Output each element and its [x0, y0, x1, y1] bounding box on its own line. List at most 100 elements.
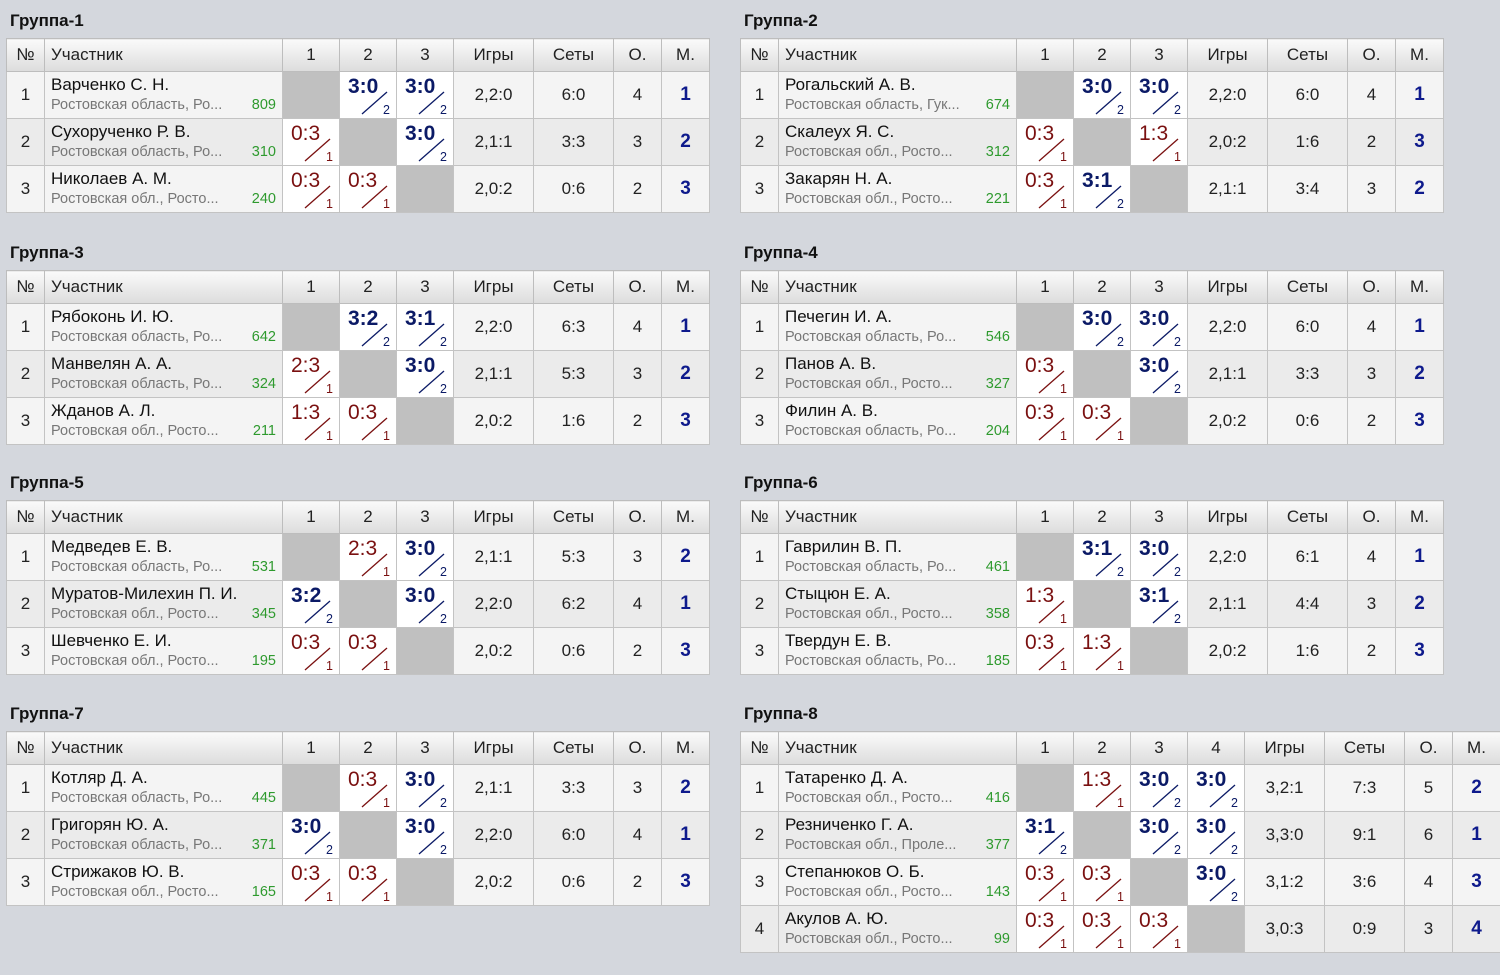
games-value: 3,1:2	[1244, 858, 1325, 906]
match-result[interactable]: 0:3 1	[282, 627, 340, 675]
match-result[interactable]: 0:3 1	[339, 627, 397, 675]
participant-row: 2 Резниченко Г. А. Ростовская обл., Проле.…	[740, 811, 1500, 859]
header-row: № Участник 1 2 3 Игры Сеты О. М.	[740, 38, 1444, 72]
match-result[interactable]: 0:3 1	[1016, 118, 1074, 166]
match-result[interactable]: 0:3 1	[1016, 350, 1074, 398]
match-score: 3:0	[405, 768, 436, 791]
match-result[interactable]: 3:0 2	[1187, 764, 1245, 812]
match-result[interactable]: 2:3 1	[282, 350, 340, 398]
row-number: 1	[740, 303, 779, 351]
header-row: № Участник 1 2 3 Игры Сеты О. М.	[6, 270, 710, 304]
match-result[interactable]: 0:3 1	[339, 858, 397, 906]
header-num: №	[6, 38, 45, 72]
result-slash	[1038, 417, 1065, 441]
participant-info: Ростовская область, Ро... 546	[785, 327, 1010, 347]
participant-rating: 185	[985, 653, 1010, 669]
match-result[interactable]: 0:3 1	[339, 397, 397, 445]
match-result[interactable]: 3:0 2	[1130, 764, 1188, 812]
match-result[interactable]: 0:3 1	[339, 764, 397, 812]
header-name: Участник	[44, 500, 283, 534]
match-points: 2	[1174, 335, 1181, 349]
match-result[interactable]: 3:0 2	[1130, 811, 1188, 859]
participant-cell: Варченко С. Н. Ростовская область, Ро... 8…	[44, 71, 283, 119]
match-result[interactable]: 0:3 1	[1016, 905, 1074, 953]
match-result[interactable]: 3:0 2	[396, 533, 454, 581]
match-result[interactable]: 3:0 2	[396, 580, 454, 628]
match-result[interactable]: 3:1 2	[1073, 165, 1131, 213]
participant-name: Стыцюн Е. А.	[785, 584, 891, 603]
match-result[interactable]: 0:3 1	[339, 165, 397, 213]
match-result[interactable]: 3:0 2	[1073, 303, 1131, 351]
match-result[interactable]: 3:1 2	[1130, 580, 1188, 628]
match-points: 1	[326, 659, 333, 673]
header-sets: Сеты	[1267, 270, 1348, 304]
self-cell	[1016, 764, 1074, 812]
match-result[interactable]: 0:3 1	[1016, 397, 1074, 445]
match-result[interactable]: 0:3 1	[1073, 397, 1131, 445]
match-points: 1	[1117, 890, 1124, 904]
match-result[interactable]: 0:3 1	[1130, 905, 1188, 953]
match-points: 1	[326, 150, 333, 164]
match-result[interactable]: 0:3 1	[282, 118, 340, 166]
participant-row: 1 Печегин И. А. Ростовская область, Ро... 5…	[740, 303, 1444, 351]
match-result[interactable]: 3:0 2	[1130, 71, 1188, 119]
match-result[interactable]: 1:3 1	[1130, 118, 1188, 166]
group-7: Группа-7 № Участник 1 2 3 Игры Сеты О. М. 1 Котляр …	[6, 701, 710, 906]
match-result[interactable]: 0:3 1	[1016, 858, 1074, 906]
match-points: 2	[383, 103, 390, 117]
participant-row: 3 Закарян Н. А. Ростовская обл., Росто... 2…	[740, 165, 1444, 213]
match-result[interactable]: 3:0 2	[396, 764, 454, 812]
points-value: 2	[1347, 397, 1396, 445]
match-result[interactable]: 0:3 1	[1016, 165, 1074, 213]
self-cell	[396, 165, 454, 213]
match-result[interactable]: 3:0 2	[1130, 350, 1188, 398]
participant-cell: Твердун Е. В. Ростовская область, Ро... 18…	[778, 627, 1017, 675]
match-result[interactable]: 3:0 2	[396, 71, 454, 119]
match-result[interactable]: 3:1 2	[1016, 811, 1074, 859]
participant-rating: 221	[985, 191, 1010, 207]
match-result[interactable]: 1:3 1	[1073, 764, 1131, 812]
match-result[interactable]: 3:1 2	[396, 303, 454, 351]
points-value: 4	[613, 303, 662, 351]
match-result[interactable]: 0:3 1	[282, 858, 340, 906]
match-result[interactable]: 3:0 2	[396, 118, 454, 166]
participant-cell: Сухорученко Р. В. Ростовская область, Ро.…	[44, 118, 283, 166]
match-result[interactable]: 3:0 2	[1130, 533, 1188, 581]
match-result[interactable]: 3:0 2	[1187, 811, 1245, 859]
result-slash	[1095, 925, 1122, 949]
match-result[interactable]: 3:0 2	[1187, 858, 1245, 906]
match-result[interactable]: 3:0 2	[1130, 303, 1188, 351]
match-result[interactable]: 1:3 1	[1073, 627, 1131, 675]
match-result[interactable]: 3:2 2	[339, 303, 397, 351]
games-value: 2,0:2	[453, 165, 534, 213]
group-table: № Участник 1 2 3 Игры Сеты О. М. 1 Рогальский А. В…	[740, 38, 1444, 213]
match-result[interactable]: 2:3 1	[339, 533, 397, 581]
header-num: №	[740, 38, 779, 72]
games-value: 2,1:1	[1187, 350, 1268, 398]
match-result[interactable]: 3:0 2	[1073, 71, 1131, 119]
match-result[interactable]: 3:0 2	[396, 811, 454, 859]
match-result[interactable]: 1:3 1	[282, 397, 340, 445]
match-result[interactable]: 0:3 1	[1016, 627, 1074, 675]
result-slash	[361, 784, 388, 808]
sets-value: 7:3	[1324, 764, 1405, 812]
match-result[interactable]: 3:2 2	[282, 580, 340, 628]
match-result[interactable]: 3:0 2	[282, 811, 340, 859]
match-points: 1	[383, 890, 390, 904]
match-result[interactable]: 0:3 1	[1073, 905, 1131, 953]
sets-value: 6:0	[1267, 303, 1348, 351]
match-score: 0:3	[1082, 909, 1112, 932]
group-8: Группа-8 № Участник 1 2 3 4 Игры Сеты О. М. 1 Татаре…	[740, 701, 1500, 953]
participant-name: Татаренко Д. А.	[785, 768, 908, 787]
match-result[interactable]: 3:0 2	[339, 71, 397, 119]
match-score: 1:3	[1082, 631, 1112, 654]
match-result[interactable]: 3:1 2	[1073, 533, 1131, 581]
match-score: 0:3	[291, 631, 321, 654]
match-result[interactable]: 3:0 2	[396, 350, 454, 398]
result-slash	[1152, 370, 1179, 394]
match-result[interactable]: 1:3 1	[1016, 580, 1074, 628]
sets-value: 0:6	[533, 858, 614, 906]
match-result[interactable]: 0:3 1	[1073, 858, 1131, 906]
header-row: № Участник 1 2 3 Игры Сеты О. М.	[6, 731, 710, 765]
match-result[interactable]: 0:3 1	[282, 165, 340, 213]
